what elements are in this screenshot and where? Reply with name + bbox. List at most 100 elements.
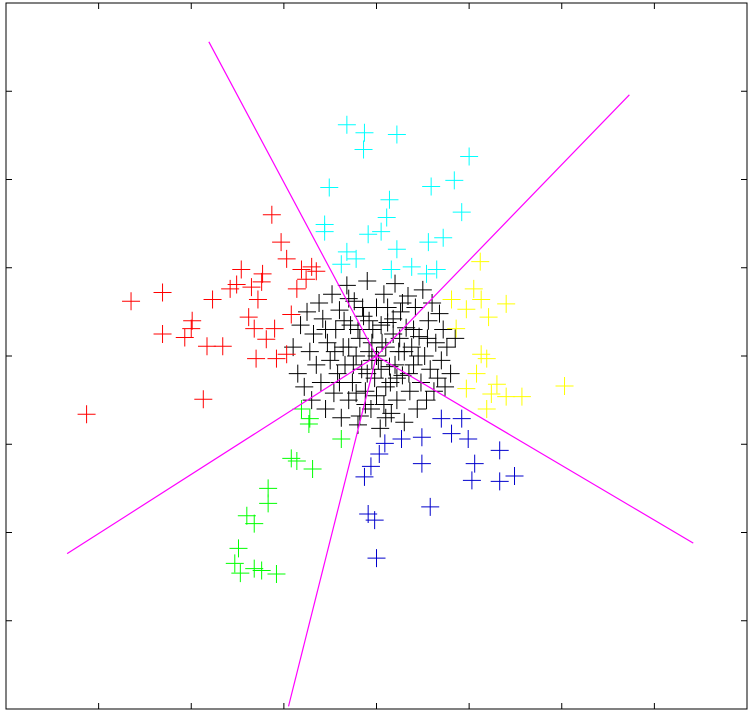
series-points [442,252,574,418]
point-marker [386,355,405,374]
point-marker [245,319,264,338]
point-marker [307,355,326,374]
point-marker [432,409,451,428]
point-marker [300,342,319,361]
point-marker [272,233,291,252]
point-marker [380,190,399,209]
point-marker [459,429,478,448]
point-marker [424,382,443,401]
point-marker [376,408,395,427]
point-marker [320,178,339,197]
point-marker [300,409,319,428]
series-points [284,271,465,438]
point-marker [404,355,423,374]
boundary-line [66,355,377,555]
point-marker [392,429,411,448]
point-marker [460,147,479,166]
boundary-line [376,94,630,357]
point-marker [487,375,506,394]
point-marker [232,260,251,279]
point-marker [318,333,337,352]
point-marker [472,290,491,309]
point-marker [400,382,419,401]
point-marker [324,384,343,403]
point-marker [391,302,410,321]
point-marker [387,369,406,388]
point-marker [265,319,284,338]
point-marker [328,364,347,383]
point-marker [387,391,406,410]
point-marker [367,549,386,568]
point-marker [183,311,202,330]
point-marker [370,444,389,463]
point-marker [360,311,379,330]
point-marker [402,257,421,276]
point-marker [347,347,366,365]
point-marker [348,320,367,339]
point-marker [423,294,442,313]
point-marker [355,467,374,486]
point-marker [355,123,374,142]
point-marker [377,208,396,227]
point-marker [375,434,394,453]
point-marker [295,377,314,396]
point-marker [153,324,172,343]
point-marker [325,342,344,361]
point-marker [259,479,278,498]
point-marker [374,395,393,414]
point-marker [490,441,509,460]
point-marker [447,319,466,338]
series-points [355,409,524,568]
point-marker [497,294,516,313]
boundary-line [376,355,694,544]
point-marker [245,559,264,578]
point-marker [446,329,465,348]
point-marker [282,305,301,324]
point-marker [292,399,311,418]
point-marker [434,228,453,247]
point-marker [350,329,369,348]
point-marker [316,399,335,418]
point-marker [445,171,464,190]
point-marker [302,257,321,276]
point-marker [395,342,414,361]
point-marker [452,409,471,428]
point-marker [242,278,261,297]
point-marker [330,373,349,392]
point-marker [464,279,483,298]
point-marker [153,283,172,302]
point-marker [465,454,484,473]
point-marker [298,302,317,321]
point-marker [231,564,250,583]
series-points [225,399,351,583]
point-marker [229,539,248,558]
point-marker [213,337,232,356]
point-marker [477,399,496,418]
point-marker [361,457,380,476]
point-marker [330,301,349,320]
point-marker [287,279,306,298]
point-marker [337,242,356,261]
point-marker [372,316,391,335]
point-marker [421,497,440,516]
point-marker [505,467,524,486]
point-marker [436,377,455,396]
point-marker [413,280,432,299]
point-marker [347,249,366,268]
point-marker [417,391,436,410]
point-marker [409,347,428,365]
point-marker [304,324,323,343]
point-marker [225,554,244,573]
boundary-line [208,41,378,357]
point-marker [291,316,310,335]
point-marker [252,561,271,580]
point-marker [378,298,397,317]
point-marker [259,494,278,513]
point-marker [482,384,501,403]
point-marker [408,399,427,418]
point-marker [432,351,451,370]
point-marker [257,330,276,349]
point-marker [412,454,431,473]
point-marker [282,449,301,468]
